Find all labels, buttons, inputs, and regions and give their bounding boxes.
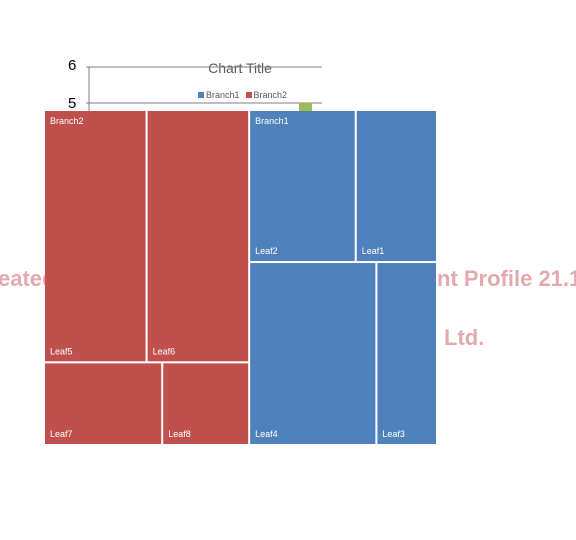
cell-leaf6 (148, 111, 249, 361)
label-leaf8: Leaf8 (168, 429, 191, 439)
branch-label-branch1: Branch1 (255, 116, 289, 126)
label-leaf2: Leaf2 (255, 246, 278, 256)
treemap-cells (45, 111, 436, 444)
branch-label-branch2: Branch2 (50, 116, 84, 126)
label-leaf7: Leaf7 (50, 429, 73, 439)
cell-leaf5 (45, 111, 146, 361)
label-leaf3: Leaf3 (382, 429, 405, 439)
label-leaf4: Leaf4 (255, 429, 278, 439)
cell-leaf3 (377, 263, 436, 444)
cell-leaf4 (250, 263, 375, 444)
label-leaf5: Leaf5 (50, 346, 73, 356)
green-series-mark (299, 103, 312, 112)
cell-leaf2 (250, 111, 355, 261)
axes-layer (86, 67, 322, 112)
cell-leaf1 (357, 111, 436, 261)
label-leaf1: Leaf1 (362, 246, 385, 256)
label-leaf6: Leaf6 (153, 346, 176, 356)
